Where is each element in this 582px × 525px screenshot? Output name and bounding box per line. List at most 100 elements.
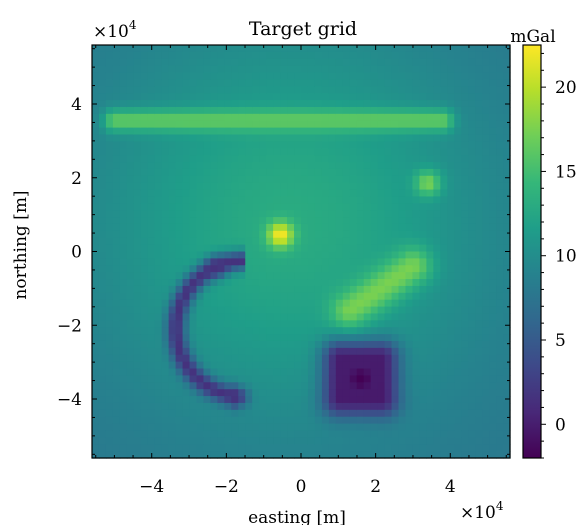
heatmap-cell [133,244,142,253]
heatmap-cell [147,230,156,239]
heatmap-cell [468,327,476,335]
heatmap-cell [489,134,497,142]
heatmap-cell [496,272,504,280]
heatmap-cell [175,272,184,280]
heatmap-cell [482,347,490,356]
heatmap-cell [196,223,205,232]
heatmap-cell [92,182,100,191]
heatmap-cell [384,285,393,294]
heatmap-cell [461,141,469,149]
heatmap-cell [307,327,316,335]
heatmap-cell [266,148,274,156]
heatmap-cell [496,354,504,363]
heatmap-cell [461,320,469,328]
heatmap-cell [349,299,358,308]
heatmap-cell [503,285,511,294]
heatmap-cell [335,141,344,149]
heatmap-cell [447,203,455,211]
heatmap-cell [259,279,267,287]
heatmap-cell [475,409,483,418]
heatmap-cell [335,423,344,432]
heatmap-cell [189,258,198,266]
heatmap-cell [287,375,295,383]
heatmap-cell [391,347,400,356]
heatmap-cell [287,210,295,218]
heatmap-cell [161,148,170,156]
heatmap-cell [468,340,476,349]
heatmap-cell [210,285,218,294]
heatmap-cell [196,416,205,425]
heatmap-cell [377,402,386,411]
heatmap-cell [363,258,372,266]
heatmap-cell [133,279,142,287]
heatmap-cell [398,265,407,273]
heatmap-cell [280,141,288,149]
heatmap-cell [203,79,212,87]
heatmap-cell [196,79,205,87]
heatmap-cell [182,396,191,404]
heatmap-cell [280,134,288,142]
heatmap-cell [307,196,316,204]
heatmap-cell [433,223,441,232]
heatmap-cell [147,306,156,315]
heatmap-cell [433,237,441,246]
heatmap-cell [182,423,191,432]
heatmap-cell [314,292,323,301]
heatmap-cell [342,58,351,67]
heatmap-cell [454,306,462,315]
heatmap-cell [217,292,225,301]
heatmap-cell [503,320,511,328]
heatmap-cell [356,402,365,411]
heatmap-cell [182,230,191,239]
heatmap-cell [342,313,351,321]
heatmap-cell [384,237,393,246]
heatmap-cell [280,354,288,363]
heatmap-cell [182,409,191,418]
heatmap-cell [105,279,114,287]
heatmap-cell [321,361,330,370]
heatmap-cell [280,51,288,60]
heatmap-cell [454,320,462,328]
heatmap-cell [321,251,330,259]
heatmap-cell [175,437,184,445]
heatmap-cell [140,368,149,376]
heatmap-cell [266,334,274,342]
heatmap-cell [314,354,323,363]
heatmap-cell [119,299,128,308]
heatmap-cell [301,292,309,301]
heatmap-cell [314,272,323,280]
heatmap-cell [224,168,232,177]
heatmap-cell [182,313,191,321]
heatmap-cell [126,444,135,452]
heatmap-cell [231,93,239,101]
heatmap-cell [119,148,128,156]
heatmap-cell [231,451,239,459]
heatmap-cell [119,347,128,356]
heatmap-cell [238,120,246,129]
heatmap-cell [426,100,434,108]
heatmap-cell [203,93,212,101]
heatmap-cell [273,127,281,136]
heatmap-cell [412,361,421,370]
heatmap-cell [405,347,414,356]
heatmap-cell [440,175,448,184]
heatmap-cell [105,182,114,191]
heatmap-cell [301,347,309,356]
heatmap-cell [210,320,218,328]
heatmap-cell [384,182,393,191]
heatmap-cell [280,416,288,425]
heatmap-cell [231,382,239,390]
heatmap-cell [363,141,372,149]
heatmap-cell [328,402,337,411]
heatmap-cell [363,72,372,81]
heatmap-cell [224,265,232,273]
heatmap-cell [238,340,246,349]
heatmap-cell [252,396,260,404]
heatmap-cell [461,237,469,246]
heatmap-cell [426,327,434,335]
heatmap-cell [154,113,163,122]
heatmap-cell [112,244,121,253]
heatmap-cell [224,162,232,170]
heatmap-cell [168,416,177,425]
heatmap-cell [321,72,330,81]
